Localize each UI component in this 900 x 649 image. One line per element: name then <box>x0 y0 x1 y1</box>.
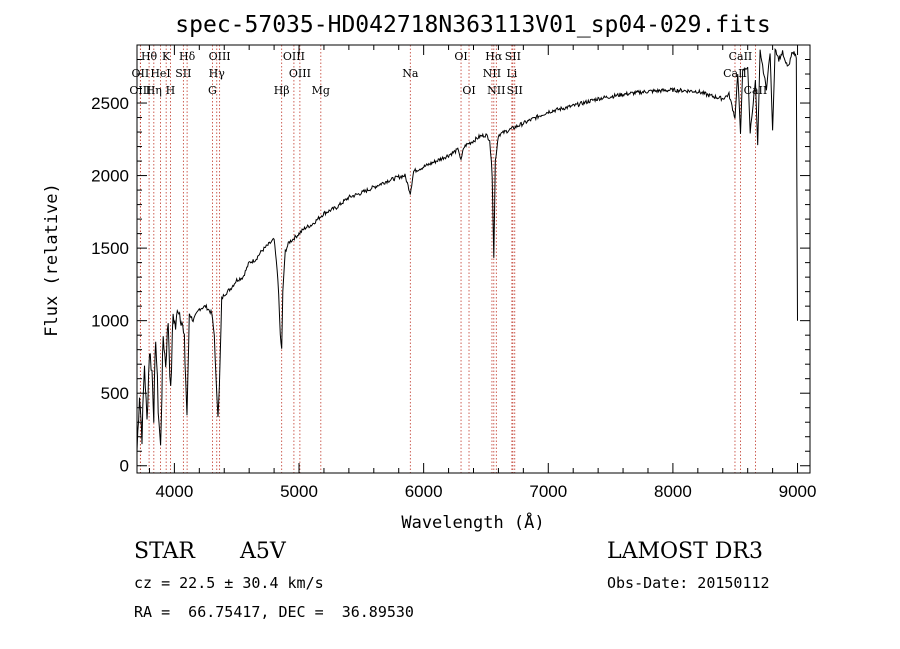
x-tick-label-1: 5000 <box>280 482 318 501</box>
line-label-10: HeI <box>150 67 170 80</box>
obs-date: Obs-Date: 20150112 <box>607 574 770 592</box>
object-type: STAR <box>134 539 195 564</box>
y-tick-label-0: 0 <box>120 457 129 476</box>
line-label-1: K <box>162 50 171 63</box>
line-label-14: Na <box>402 67 419 80</box>
y-tick-label-4: 2000 <box>91 167 129 186</box>
x-tick-label-0: 4000 <box>155 482 193 501</box>
line-label-25: NII <box>487 84 505 97</box>
line-label-22: Hβ <box>274 84 290 97</box>
line-label-0: Hθ <box>141 50 158 63</box>
survey-name: LAMOST DR3 <box>607 539 763 564</box>
coordinates: RA = 66.75417, DEC = 36.89530 <box>134 603 414 621</box>
line-label-13: OIII <box>289 67 311 80</box>
flux-series <box>136 48 798 452</box>
line-label-17: CaII <box>723 67 747 80</box>
line-label-3: OIII <box>209 50 231 63</box>
flux-line <box>136 48 798 452</box>
line-label-21: G <box>208 84 217 97</box>
line-label-8: CaII <box>729 50 753 63</box>
line-label-5: OI <box>454 50 467 63</box>
x-tick-label-4: 8000 <box>654 482 692 501</box>
line-label-24: OI <box>462 84 475 97</box>
line-label-23: Mg <box>312 84 330 97</box>
x-axis: 4000 5000 6000 7000 8000 9000 <box>148 45 817 501</box>
line-label-19: Hη <box>146 84 162 97</box>
y-axis-title: Flux (relative) <box>42 183 62 337</box>
x-tick-label-2: 6000 <box>405 482 443 501</box>
x-tick-label-5: 9000 <box>779 482 817 501</box>
y-tick-label-3: 1500 <box>91 239 129 258</box>
y-tick-label-1: 500 <box>101 384 129 403</box>
line-label-11: SII <box>175 67 191 80</box>
line-label-20: H <box>166 84 176 97</box>
x-tick-label-3: 7000 <box>529 482 567 501</box>
line-label-12: Hγ <box>209 67 226 80</box>
line-label-18: OIII <box>129 84 151 97</box>
line-label-26: SII <box>507 84 523 97</box>
plot-frame <box>136 44 811 474</box>
spectrum-chart: spec-57035-HD042718N363113V01_sp04-029.f… <box>42 12 817 533</box>
line-label-4: OIII <box>283 50 305 63</box>
y-axis: 0 500 1000 1500 2000 2500 <box>91 59 810 476</box>
spectral-line-markers <box>139 45 756 473</box>
line-label-7: SII <box>505 50 521 63</box>
y-tick-label-2: 1000 <box>91 312 129 331</box>
chart-title: spec-57035-HD042718N363113V01_sp04-029.f… <box>175 12 770 38</box>
line-label-2: Hδ <box>179 50 196 63</box>
line-label-16: Li <box>506 67 517 80</box>
x-axis-title: Wavelength (Å) <box>401 511 544 533</box>
line-label-9: OII <box>132 67 150 80</box>
line-label-6: Hα <box>485 50 503 63</box>
redshift-text: cz = 22.5 ± 30.4 km/s <box>134 574 324 592</box>
line-label-15: NII <box>483 67 501 80</box>
spectral-subclass: A5V <box>240 539 286 564</box>
y-tick-label-5: 2500 <box>91 94 129 113</box>
